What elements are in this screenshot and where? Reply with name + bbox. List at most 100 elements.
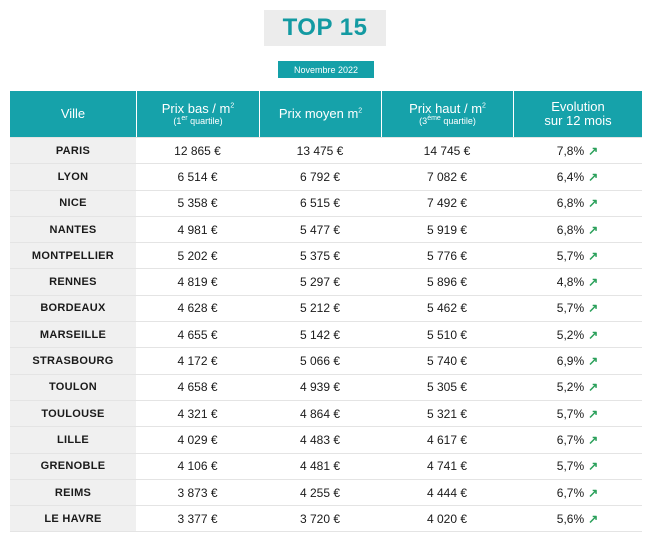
- high-price-cell: 7 082 €: [381, 164, 513, 191]
- low-price-cell: 4 658 €: [136, 375, 259, 401]
- table-row: BORDEAUX 4 628 €5 212 €5 462 €5,7% ↗: [10, 295, 642, 323]
- city-cell: MARSEILLE: [10, 322, 136, 349]
- trend-up-arrow-icon: ↗: [588, 432, 599, 447]
- high-price-cell: 5 740 €: [381, 348, 513, 375]
- mean-price-cell: 6 792 €: [259, 164, 381, 191]
- table-row: LILLE 4 029 €4 483 €4 617 €6,7% ↗: [10, 427, 642, 454]
- city-cell: BORDEAUX: [10, 295, 136, 323]
- table-header-row: Ville Prix bas / m2 (1er quartile) Prix …: [10, 91, 642, 137]
- trend-up-arrow-icon: ↗: [588, 248, 599, 263]
- low-price-cell: 4 981 €: [136, 217, 259, 244]
- trend-up-arrow-icon: ↗: [588, 459, 599, 474]
- high-price-cell: 4 741 €: [381, 454, 513, 480]
- evolution-cell: 6,4% ↗: [513, 164, 642, 191]
- header-evolution: Evolution sur 12 mois: [513, 91, 642, 137]
- trend-up-arrow-icon: ↗: [588, 275, 599, 290]
- high-price-cell: 5 919 €: [381, 217, 513, 244]
- page-title: TOP 15: [264, 10, 386, 46]
- evolution-cell: 6,8% ↗: [513, 191, 642, 217]
- high-price-cell: 14 745 €: [381, 137, 513, 165]
- evolution-cell: 6,8% ↗: [513, 217, 642, 244]
- mean-price-cell: 5 142 €: [259, 322, 381, 349]
- trend-up-arrow-icon: ↗: [588, 406, 599, 421]
- header-low-price: Prix bas / m2 (1er quartile): [136, 91, 259, 137]
- mean-price-cell: 3 720 €: [259, 506, 381, 533]
- city-cell: NANTES: [10, 216, 136, 244]
- high-price-cell: 5 305 €: [381, 375, 513, 401]
- evolution-cell: 5,7% ↗: [513, 243, 642, 270]
- evolution-cell: 6,9% ↗: [513, 348, 642, 375]
- high-price-cell: 4 617 €: [381, 427, 513, 454]
- city-cell: TOULON: [10, 374, 136, 401]
- table-row: MONTPELLIER 5 202 €5 375 €5 776 €5,7% ↗: [10, 243, 642, 270]
- table-row: NICE 5 358 €6 515 €7 492 €6,8% ↗: [10, 190, 642, 217]
- low-price-cell: 4 819 €: [136, 269, 259, 296]
- evolution-cell: 5,7% ↗: [513, 296, 642, 323]
- trend-up-arrow-icon: ↗: [588, 143, 599, 158]
- table-row: RENNES 4 819 €5 297 €5 896 €4,8% ↗: [10, 269, 642, 296]
- high-price-cell: 5 462 €: [381, 296, 513, 323]
- table-row: TOULOUSE 4 321 €4 864 €5 321 €5,7% ↗: [10, 400, 642, 428]
- city-cell: REIMS: [10, 479, 136, 507]
- mean-price-cell: 5 212 €: [259, 296, 381, 323]
- low-price-cell: 12 865 €: [136, 137, 259, 165]
- mean-price-cell: 5 477 €: [259, 217, 381, 244]
- mean-price-cell: 5 375 €: [259, 243, 381, 270]
- low-price-cell: 4 628 €: [136, 296, 259, 323]
- table-row: GRENOBLE 4 106 €4 481 €4 741 €5,7% ↗: [10, 453, 642, 480]
- mean-price-cell: 4 864 €: [259, 401, 381, 428]
- low-price-cell: 4 655 €: [136, 322, 259, 349]
- header-low-label: Prix bas / m: [161, 100, 231, 116]
- city-cell: LYON: [10, 164, 136, 191]
- header-high-label: Prix haut / m: [409, 100, 483, 116]
- price-table: Ville Prix bas / m2 (1er quartile) Prix …: [10, 91, 642, 533]
- high-price-cell: 4 444 €: [381, 480, 513, 507]
- table-row: NANTES 4 981 €5 477 €5 919 €6,8% ↗: [10, 216, 642, 244]
- trend-up-arrow-icon: ↗: [588, 222, 599, 237]
- low-price-cell: 4 321 €: [136, 401, 259, 428]
- low-price-cell: 3 377 €: [136, 506, 259, 533]
- table-row: MARSEILLE 4 655 €5 142 €5 510 €5,2% ↗: [10, 322, 642, 349]
- trend-up-arrow-icon: ↗: [588, 380, 599, 395]
- high-price-cell: 7 492 €: [381, 191, 513, 217]
- city-cell: STRASBOURG: [10, 348, 136, 375]
- trend-up-arrow-icon: ↗: [588, 169, 599, 184]
- table-row: LE HAVRE 3 377 €3 720 €4 020 €5,6% ↗: [10, 506, 642, 533]
- header-low-sub: (1er quartile): [173, 114, 223, 126]
- city-cell: NICE: [10, 190, 136, 217]
- table-row: TOULON 4 658 €4 939 €5 305 €5,2% ↗: [10, 374, 642, 401]
- mean-price-cell: 6 515 €: [259, 191, 381, 217]
- trend-up-arrow-icon: ↗: [588, 301, 599, 316]
- evolution-cell: 4,8% ↗: [513, 269, 642, 296]
- city-cell: GRENOBLE: [10, 453, 136, 480]
- table-row: STRASBOURG 4 172 €5 066 €5 740 €6,9% ↗: [10, 348, 642, 375]
- low-price-cell: 4 029 €: [136, 427, 259, 454]
- trend-up-arrow-icon: ↗: [588, 354, 599, 369]
- header-city: Ville: [10, 91, 136, 137]
- mean-price-cell: 4 481 €: [259, 454, 381, 480]
- trend-up-arrow-icon: ↗: [588, 327, 599, 342]
- evolution-cell: 6,7% ↗: [513, 427, 642, 454]
- high-price-cell: 4 020 €: [381, 506, 513, 533]
- city-cell: LILLE: [10, 427, 136, 454]
- low-price-cell: 4 172 €: [136, 348, 259, 375]
- city-cell: RENNES: [10, 269, 136, 296]
- high-price-cell: 5 510 €: [381, 322, 513, 349]
- high-price-cell: 5 321 €: [381, 401, 513, 428]
- city-cell: TOULOUSE: [10, 400, 136, 428]
- header-high-price: Prix haut / m2 (3ème quartile): [381, 91, 513, 137]
- header-mean-price: Prix moyen m2: [259, 91, 381, 137]
- trend-up-arrow-icon: ↗: [588, 485, 599, 500]
- evolution-cell: 5,7% ↗: [513, 401, 642, 428]
- evolution-cell: 7,8% ↗: [513, 137, 642, 165]
- low-price-cell: 6 514 €: [136, 164, 259, 191]
- trend-up-arrow-icon: ↗: [588, 196, 599, 211]
- table-row: LYON 6 514 €6 792 €7 082 €6,4% ↗: [10, 164, 642, 191]
- low-price-cell: 5 358 €: [136, 191, 259, 217]
- mean-price-cell: 5 066 €: [259, 348, 381, 375]
- city-cell: LE HAVRE: [10, 506, 136, 533]
- high-price-cell: 5 896 €: [381, 269, 513, 296]
- low-price-cell: 3 873 €: [136, 480, 259, 507]
- date-badge: Novembre 2022: [278, 61, 374, 78]
- header-high-sub: (3ème quartile): [419, 114, 476, 126]
